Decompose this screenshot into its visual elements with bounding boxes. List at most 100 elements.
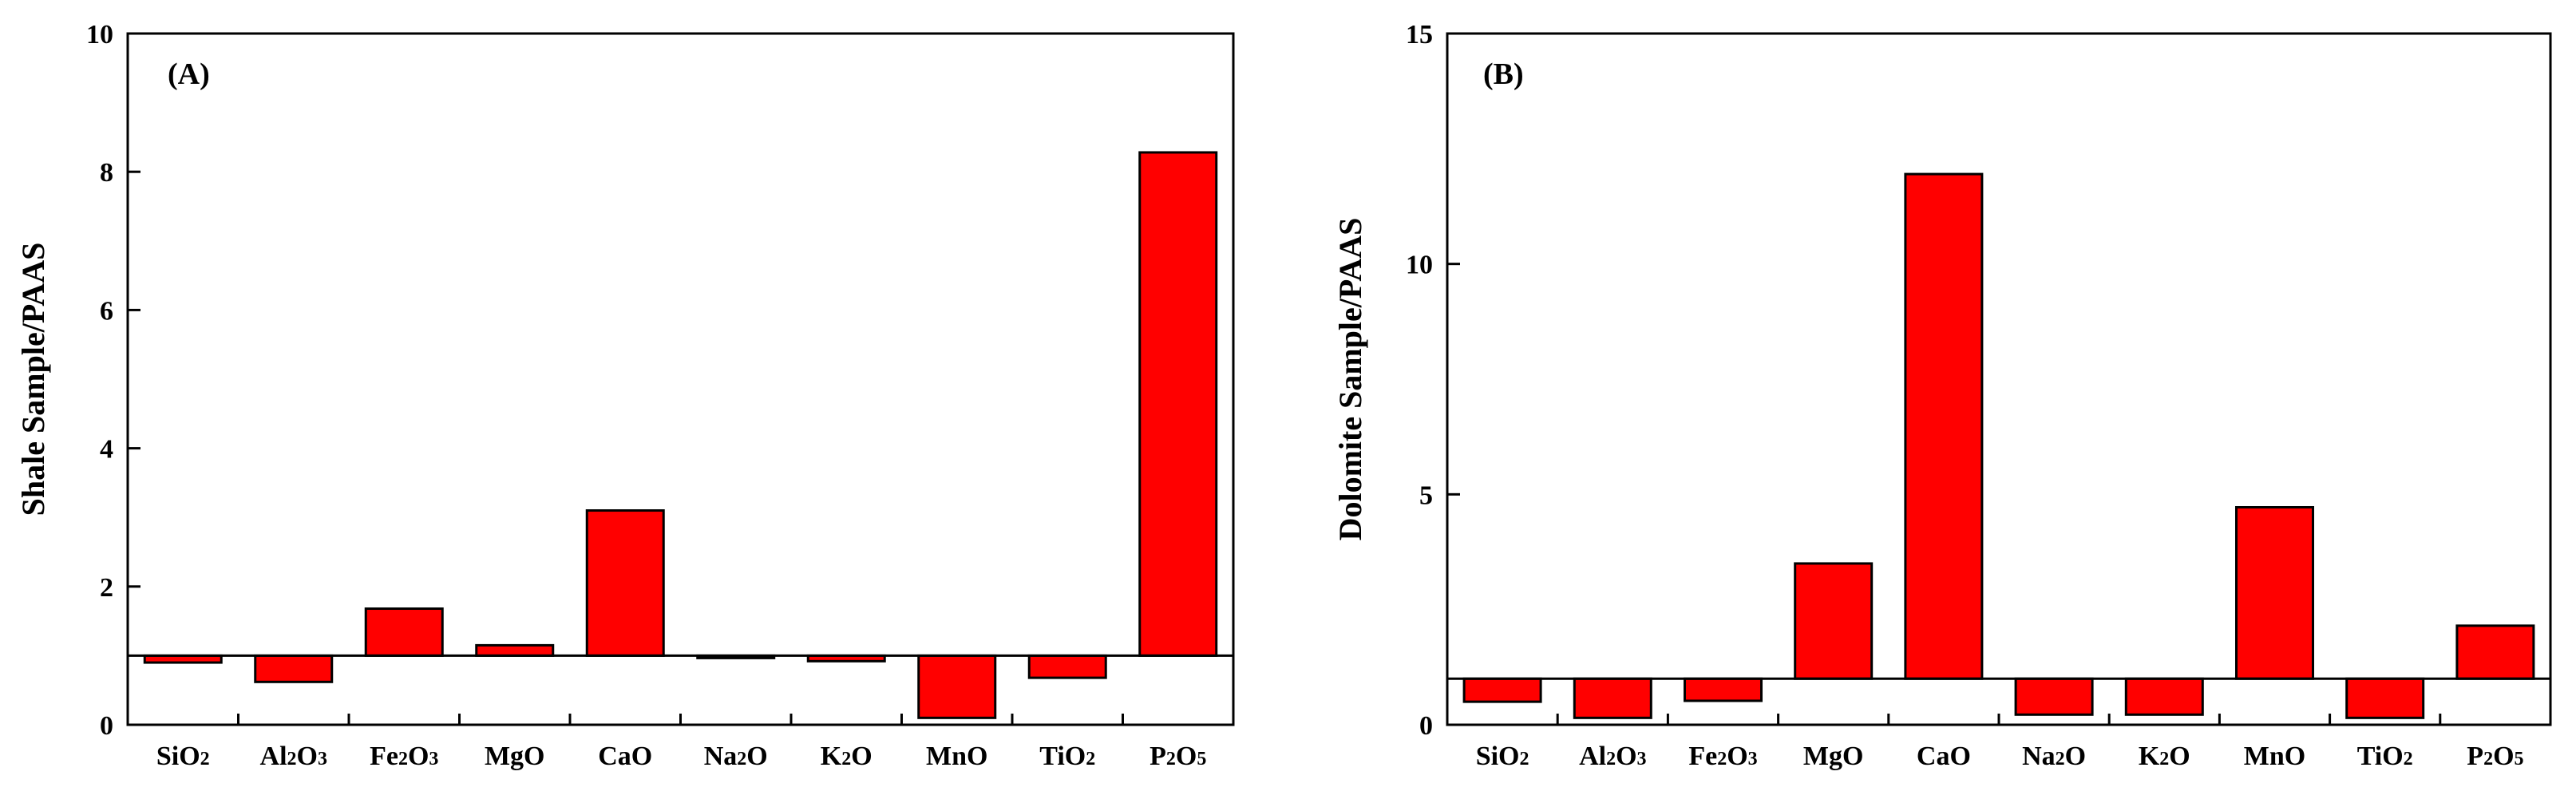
panel-b-category-label-base: MgO xyxy=(1803,742,1864,771)
panel-a-category-label-mid: O xyxy=(297,742,318,771)
panel-a-ytick-label: 8 xyxy=(100,158,113,188)
panel-b-category-label-mid: O xyxy=(1616,742,1636,771)
panel-a-category-label-base: Na xyxy=(704,742,738,771)
panel-a-bar xyxy=(1138,151,1218,657)
panel-a-ytick-label: 4 xyxy=(100,435,113,465)
panel-b-category-label-base: Fe xyxy=(1688,742,1717,771)
panel-a-bar xyxy=(475,643,555,657)
panel-a-category-label-base: MgO xyxy=(485,742,545,771)
panel-b-category-label: MnO xyxy=(2244,742,2305,771)
panel-a-bar xyxy=(364,607,444,657)
panel-a-category-label-base: TiO xyxy=(1039,742,1086,771)
panel-a-category-label: P2O5 xyxy=(1150,742,1206,771)
panel-b-category-label-sub1: 2 xyxy=(1520,749,1529,769)
panel-b-category-label: P2O5 xyxy=(2467,742,2523,771)
panel-a-category-label-sub2: 3 xyxy=(318,749,327,769)
panel-b-category-label-sub1: 2 xyxy=(1606,749,1616,769)
panel-b-category-label-base: Na xyxy=(2022,742,2056,771)
panel-b-panel-label: (B) xyxy=(1483,57,1524,91)
panel-a-category-label: SiO2 xyxy=(156,742,210,771)
panel-a-y-axis-title: Shale Sample/PAAS xyxy=(15,243,51,516)
panel-b-ytick-label: 0 xyxy=(1419,711,1433,741)
panel-b-category-label-base: Al xyxy=(1579,742,1606,771)
panel-b-category-label: MgO xyxy=(1803,742,1864,771)
panel-b-category-label-sub1: 2 xyxy=(2159,749,2169,769)
panel-a-category-label: Al2O3 xyxy=(260,742,327,771)
panel-a-bar xyxy=(917,654,997,719)
panel-a-category-label-mid: O xyxy=(851,742,872,771)
panel-b-bar xyxy=(2455,624,2535,680)
panel-b-category-label-mid: O xyxy=(2169,742,2190,771)
panel-b-category-label-base: TiO xyxy=(2357,742,2404,771)
panel-b-bar xyxy=(2345,677,2425,719)
panel-a-category-label-base: MnO xyxy=(926,742,987,771)
panel-a-category-label-base: SiO xyxy=(156,742,200,771)
panel-a-category-label-base: Fe xyxy=(370,742,398,771)
panel-a-category-label-base: CaO xyxy=(598,742,652,771)
panel-a-ytick-label: 2 xyxy=(100,573,113,603)
panel-a-category-label: MgO xyxy=(485,742,545,771)
panel-b-bar xyxy=(2014,677,2094,716)
panel-a-category-label-mid: O xyxy=(408,742,429,771)
panel-b-category-label-base: CaO xyxy=(1917,742,1971,771)
panel-a-category-label-mid: O xyxy=(746,742,767,771)
panel-b-category-label-base: MnO xyxy=(2244,742,2305,771)
panel-b-category-label: Al2O3 xyxy=(1579,742,1646,771)
panel-a-plot-frame xyxy=(126,32,1235,726)
panel-b-category-label-mid: O xyxy=(1727,742,1747,771)
panel-b-category-label-sub1: 2 xyxy=(2404,749,2413,769)
panel-a-category-label-sub2: 5 xyxy=(1197,749,1206,769)
panel-b-ytick-label: 15 xyxy=(1406,20,1433,49)
panel-a-category-label-base: K xyxy=(821,742,842,771)
panel-a-bar xyxy=(254,654,334,683)
panel-a-bar xyxy=(1027,654,1107,679)
panel-b-category-label-sub1: 2 xyxy=(2483,749,2493,769)
panel-b-bar xyxy=(2124,677,2204,716)
panel-a-category-label-sub1: 2 xyxy=(737,749,746,769)
panel-b-category-label: CaO xyxy=(1917,742,1971,771)
panel-a-category-label: CaO xyxy=(598,742,652,771)
panel-b-bar xyxy=(2235,505,2314,680)
panel-b-category-label-sub1: 2 xyxy=(1717,749,1727,769)
panel-b-category-label-mid: O xyxy=(2065,742,2086,771)
panel-a-category-label: Fe2O3 xyxy=(370,742,438,771)
panel-b-y-axis-title: Dolomite Sample/PAAS xyxy=(1332,218,1368,541)
panel-b-category-label: Na2O xyxy=(2022,742,2086,771)
panel-b-category-label-base: K xyxy=(2139,742,2160,771)
panel-b-category-label: K2O xyxy=(2139,742,2190,771)
panel-b-category-label-base: SiO xyxy=(1476,742,1520,771)
panel-a-category-label-sub2: 3 xyxy=(429,749,438,769)
panel-a-category-label: MnO xyxy=(926,742,987,771)
panel-b-category-label-sub2: 3 xyxy=(1748,749,1758,769)
panel-b-category-label-base: P xyxy=(2467,742,2483,771)
panel-a-category-label-sub1: 2 xyxy=(1166,749,1176,769)
panel-a-category-label-sub1: 2 xyxy=(1086,749,1095,769)
panel-b-category-label: TiO2 xyxy=(2357,742,2413,771)
panel-b-ytick-label: 10 xyxy=(1406,251,1433,280)
panel-a-category-label-base: Al xyxy=(260,742,287,771)
panel-b-category-label-mid: O xyxy=(2493,742,2514,771)
panel-a-category-label: Na2O xyxy=(704,742,768,771)
panel-a-category-label-sub1: 2 xyxy=(398,749,408,769)
panel-b-category-label-sub2: 3 xyxy=(1637,749,1647,769)
panel-a-ytick-label: 0 xyxy=(100,711,113,741)
panel-b-ytick-label: 5 xyxy=(1419,481,1433,510)
panel-a-ytick-label: 10 xyxy=(86,20,113,49)
panel-b-bar xyxy=(1462,677,1542,703)
panel-a-category-label-base: P xyxy=(1150,742,1166,771)
panel-b-bar xyxy=(1904,172,1984,680)
panel-b-category-label: SiO2 xyxy=(1476,742,1529,771)
panel-a-panel-label: (A) xyxy=(168,57,210,91)
panel-b-category-label: Fe2O3 xyxy=(1688,742,1757,771)
panel-a-category-label: TiO2 xyxy=(1039,742,1095,771)
panel-b-category-label-sub2: 5 xyxy=(2515,749,2524,769)
panel-a-category-label-sub1: 2 xyxy=(841,749,851,769)
panel-b-bar xyxy=(1684,677,1763,702)
panel-a-category-label-sub1: 2 xyxy=(200,749,210,769)
panel-a-ytick-label: 6 xyxy=(100,296,113,326)
panel-b-bar xyxy=(1573,677,1652,719)
panel-a-category-label-mid: O xyxy=(1176,742,1197,771)
